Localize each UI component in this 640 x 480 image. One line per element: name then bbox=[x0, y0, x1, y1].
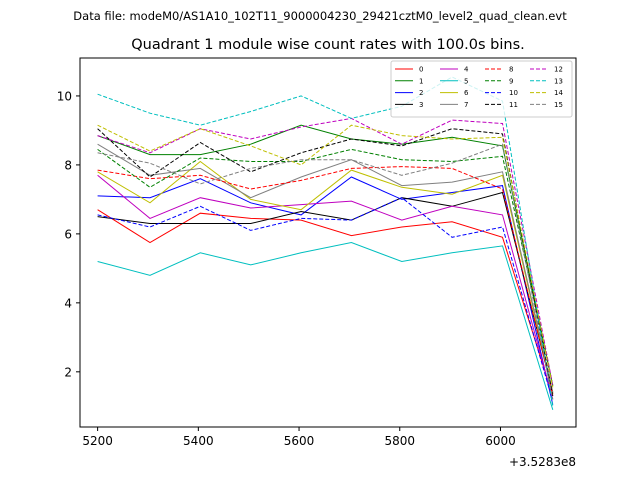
x-tick-label: 5800 bbox=[384, 434, 415, 448]
series-line-12 bbox=[97, 117, 554, 386]
legend-label-4: 4 bbox=[464, 66, 469, 74]
legend-label-11: 11 bbox=[509, 101, 518, 109]
series-line-0 bbox=[97, 209, 554, 397]
series-line-3 bbox=[97, 191, 554, 393]
legend-label-2: 2 bbox=[419, 89, 423, 97]
legend-box bbox=[390, 60, 573, 118]
series-line-14 bbox=[97, 124, 554, 388]
series-line-6 bbox=[97, 160, 554, 395]
y-tick-label: 2 bbox=[64, 365, 72, 379]
series-line-5 bbox=[97, 241, 554, 410]
legend-label-9: 9 bbox=[509, 77, 513, 85]
series-layer bbox=[97, 76, 554, 410]
legend-label-0: 0 bbox=[419, 66, 423, 74]
plot-area: 5200 5400 5600 5800 6000 2 4 6 8 10 +3.5283e8 0 1… bbox=[57, 57, 577, 469]
series-line-4 bbox=[97, 174, 554, 400]
y-axis: 2 4 6 8 10 bbox=[57, 89, 80, 379]
series-line-7 bbox=[97, 143, 554, 393]
x-tick-label: 6000 bbox=[485, 434, 516, 448]
series-line-8 bbox=[97, 166, 554, 395]
legend-label-14: 14 bbox=[554, 89, 563, 97]
y-tick-label: 8 bbox=[64, 158, 72, 172]
series-line-1 bbox=[97, 124, 554, 386]
series-line-15 bbox=[97, 143, 554, 400]
series-line-11 bbox=[97, 128, 554, 397]
chart-title: Quadrant 1 module wise count rates with … bbox=[131, 37, 525, 53]
legend-label-10: 10 bbox=[509, 89, 518, 97]
y-tick-label: 4 bbox=[64, 296, 72, 310]
legend-label-6: 6 bbox=[464, 89, 469, 97]
x-tick-label: 5200 bbox=[82, 434, 113, 448]
legend-label-5: 5 bbox=[464, 77, 468, 85]
axes-frame bbox=[79, 57, 577, 428]
legend-label-7: 7 bbox=[464, 101, 468, 109]
x-offset-label: +3.5283e8 bbox=[509, 455, 576, 469]
legend-label-13: 13 bbox=[554, 77, 563, 85]
y-tick-label: 6 bbox=[64, 227, 72, 241]
y-tick-label: 10 bbox=[57, 89, 72, 103]
legend-label-3: 3 bbox=[419, 101, 423, 109]
legend-label-1: 1 bbox=[419, 77, 423, 85]
legend-label-12: 12 bbox=[554, 66, 563, 74]
x-axis: 5200 5400 5600 5800 6000 bbox=[82, 427, 516, 448]
series-line-10 bbox=[97, 197, 554, 402]
data-file-label: Data file: modeM0/AS1A10_102T11_90000042… bbox=[73, 9, 567, 23]
x-tick-label: 5600 bbox=[284, 434, 315, 448]
series-line-2 bbox=[97, 176, 554, 405]
x-tick-label: 5400 bbox=[183, 434, 214, 448]
series-line-9 bbox=[97, 148, 554, 386]
legend-label-8: 8 bbox=[509, 66, 513, 74]
legend-label-15: 15 bbox=[554, 101, 563, 109]
